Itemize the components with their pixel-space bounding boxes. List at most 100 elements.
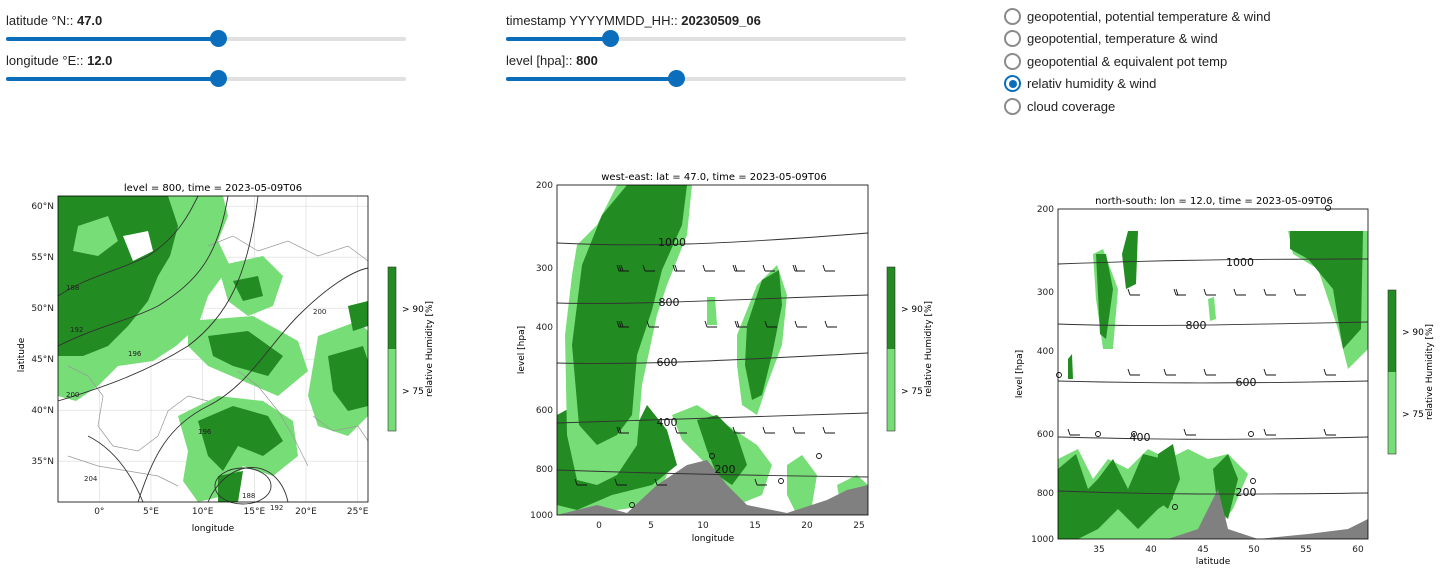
radio-option-4[interactable]: cloud coverage bbox=[1004, 95, 1271, 118]
svg-text:200: 200 bbox=[66, 391, 79, 399]
west-east-yticks: 200 300 400 600 800 1000 bbox=[530, 181, 553, 521]
timestamp-track[interactable] bbox=[506, 30, 906, 47]
north-south-colorbar: > 90 > 75 relative Humidity [%] bbox=[1387, 289, 1435, 455]
north-south-humidity-field bbox=[1058, 231, 1368, 539]
north-south-title: north-south: lon = 12.0, time = 2023-05-… bbox=[1095, 196, 1333, 207]
svg-text:200: 200 bbox=[313, 308, 326, 316]
map-panel: level = 800, time = 2023-05-09T06 bbox=[17, 183, 435, 534]
svg-text:400: 400 bbox=[536, 323, 553, 333]
geopotential-contours bbox=[57, 195, 369, 505]
north-south-contours bbox=[1057, 258, 1369, 495]
timestamp-slider[interactable]: timestamp YYYYMMDD_HH:: 20230509_06 bbox=[506, 0, 906, 47]
level-slider[interactable]: level [hpa]:: 800 bbox=[506, 40, 906, 87]
svg-text:600: 600 bbox=[1236, 376, 1257, 389]
west-east-terrain bbox=[557, 460, 868, 515]
map-ytick-label: 45°N bbox=[31, 355, 54, 365]
svg-text:15: 15 bbox=[749, 521, 760, 531]
latitude-slider[interactable]: latitude °N:: 47.0 bbox=[6, 0, 406, 47]
svg-text:300: 300 bbox=[536, 264, 553, 274]
longitude-handle[interactable] bbox=[210, 70, 227, 87]
svg-text:45: 45 bbox=[1197, 545, 1208, 555]
svg-text:1000: 1000 bbox=[658, 236, 686, 249]
svg-text:600: 600 bbox=[1037, 430, 1054, 440]
svg-text:400: 400 bbox=[657, 416, 678, 429]
west-east-xlabel: longitude bbox=[692, 534, 735, 544]
west-east-xticks: 0 5 10 15 20 25 bbox=[596, 521, 865, 531]
svg-text:> 90: > 90 bbox=[901, 305, 923, 315]
coastline-outline bbox=[67, 235, 369, 487]
svg-text:800: 800 bbox=[1186, 319, 1207, 332]
svg-text:600: 600 bbox=[657, 356, 678, 369]
map-ytick-label: 35°N bbox=[31, 457, 54, 467]
map-contour-labels: 188 192 196 200 200 204 196 188 192 bbox=[66, 284, 326, 512]
timestamp-handle[interactable] bbox=[602, 30, 619, 47]
svg-text:25: 25 bbox=[853, 521, 864, 531]
svg-text:> 75: > 75 bbox=[1402, 410, 1424, 420]
wind-barbs bbox=[1056, 205, 1336, 510]
svg-text:196: 196 bbox=[198, 428, 212, 436]
map-xtick-label: 10°E bbox=[192, 507, 214, 517]
svg-text:200: 200 bbox=[536, 181, 553, 191]
timestamp-label: timestamp YYYYMMDD_HH:: 20230509_06 bbox=[506, 13, 761, 28]
svg-text:35: 35 bbox=[1093, 545, 1104, 555]
svg-text:188: 188 bbox=[66, 284, 79, 292]
longitude-slider[interactable]: longitude °E:: 12.0 bbox=[6, 40, 406, 87]
svg-text:192: 192 bbox=[70, 326, 83, 334]
map-xtick-label: 20°E bbox=[295, 507, 317, 517]
radio-dot-icon[interactable] bbox=[1004, 30, 1021, 48]
latitude-label: latitude °N:: 47.0 bbox=[6, 13, 103, 28]
radio-dot-icon[interactable] bbox=[1004, 52, 1021, 70]
wind-barbs bbox=[574, 264, 837, 508]
svg-text:55: 55 bbox=[1300, 545, 1311, 555]
latitude-handle[interactable] bbox=[210, 30, 227, 47]
svg-text:> 90: > 90 bbox=[1402, 328, 1424, 338]
colorbar-tick: > 75 bbox=[402, 387, 424, 397]
svg-text:800: 800 bbox=[536, 465, 553, 475]
svg-text:200: 200 bbox=[1037, 205, 1054, 215]
map-ytick-label: 40°N bbox=[31, 406, 54, 416]
svg-text:600: 600 bbox=[536, 406, 553, 416]
svg-text:1000: 1000 bbox=[1226, 256, 1254, 269]
radio-dot-icon[interactable] bbox=[1004, 97, 1021, 115]
colorbar-label: relative Humidity [%] bbox=[425, 301, 435, 397]
radio-option-2[interactable]: geopotential & equivalent pot temp bbox=[1004, 50, 1271, 73]
west-east-humidity-field bbox=[557, 185, 868, 515]
radio-dot-icon[interactable] bbox=[1004, 7, 1021, 25]
level-label: level [hpa]:: 800 bbox=[506, 53, 598, 68]
svg-text:relative Humidity [%]: relative Humidity [%] bbox=[1425, 324, 1435, 420]
svg-text:196: 196 bbox=[128, 350, 142, 358]
north-south-contour-labels: 1000 800 600 400 200 bbox=[1130, 256, 1257, 499]
svg-text:192: 192 bbox=[270, 504, 283, 512]
colorbar-tick: > 90 bbox=[402, 305, 424, 315]
level-handle[interactable] bbox=[668, 70, 685, 87]
longitude-track[interactable] bbox=[6, 70, 406, 87]
radio-option-3[interactable]: relativ humidity & wind bbox=[1004, 73, 1271, 96]
svg-text:400: 400 bbox=[1037, 347, 1054, 357]
svg-text:5: 5 bbox=[648, 521, 654, 531]
map-ytick-label: 55°N bbox=[31, 253, 54, 263]
latitude-track[interactable] bbox=[6, 30, 406, 47]
svg-text:300: 300 bbox=[1037, 288, 1054, 298]
map-xtick-label: 15°E bbox=[244, 507, 266, 517]
north-south-xticks: 35 40 45 50 55 60 bbox=[1093, 545, 1364, 555]
west-east-title: west-east: lat = 47.0, time = 2023-05-09… bbox=[601, 172, 827, 183]
map-ytick-label: 50°N bbox=[31, 304, 54, 314]
svg-text:800: 800 bbox=[659, 296, 680, 309]
west-east-contour-labels: 1000 800 600 400 200 bbox=[657, 236, 736, 476]
north-south-terrain bbox=[1168, 489, 1368, 539]
map-colorbar: > 90 > 75 relative Humidity [%] bbox=[387, 266, 435, 432]
north-south-ylabel: level [hpa] bbox=[1015, 350, 1025, 398]
north-south-yticks: 200 300 400 600 800 1000 bbox=[1031, 205, 1054, 545]
map-xlabel: longitude bbox=[192, 524, 235, 534]
radio-option-1[interactable]: geopotential, temperature & wind bbox=[1004, 28, 1271, 51]
svg-text:400: 400 bbox=[1130, 431, 1151, 444]
west-east-panel: west-east: lat = 47.0, time = 2023-05-09… bbox=[517, 172, 934, 544]
svg-text:0: 0 bbox=[596, 521, 602, 531]
svg-text:relative Humidity [%]: relative Humidity [%] bbox=[924, 301, 934, 397]
radio-option-0[interactable]: geopotential, potential temperature & wi… bbox=[1004, 5, 1271, 28]
map-xtick-label: 25°E bbox=[347, 507, 369, 517]
longitude-label: longitude °E:: 12.0 bbox=[6, 53, 113, 68]
radio-dot-icon[interactable] bbox=[1004, 75, 1021, 93]
level-track[interactable] bbox=[506, 70, 906, 87]
svg-text:800: 800 bbox=[1037, 489, 1054, 499]
